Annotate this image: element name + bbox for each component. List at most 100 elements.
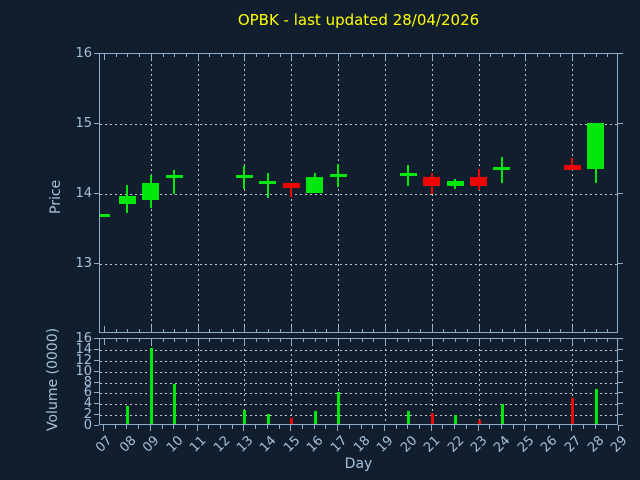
gridline-volume [100,393,617,395]
x-tick [431,339,433,345]
x-tick [127,339,129,342]
x-tick [490,339,492,342]
x-tick [477,425,479,431]
candle-body-day-21 [423,177,441,187]
x-tick [384,339,386,345]
x-tick [361,329,363,332]
day-tick-label: 14 [257,433,280,456]
x-tick [174,54,176,57]
x-tick [278,425,280,429]
x-tick [114,425,116,429]
day-tick-label: 19 [374,433,397,456]
gridline-volume [100,404,617,406]
x-tick [290,425,292,431]
candle-wick-day-15 [290,182,293,198]
day-tick-label: 27 [561,433,585,456]
x-tick [291,326,293,332]
x-tick [560,339,562,342]
x-tick [302,329,304,332]
x-tick [443,329,445,332]
x-tick [139,329,141,332]
x-tick [430,425,432,431]
gridline-vertical [384,339,386,424]
x-tick [395,425,397,429]
x-tick [115,329,117,332]
volume-bar-day-14 [266,414,270,424]
x-tick [221,329,223,332]
volume-tick [618,392,623,394]
x-tick [408,329,410,332]
candle-body-day-16 [306,177,324,193]
x-tick [455,329,457,332]
x-tick [255,425,257,429]
x-tick [373,54,375,57]
x-tick [197,339,199,345]
x-tick [209,339,211,342]
x-tick [267,54,269,57]
x-tick [126,425,128,429]
x-tick [256,54,258,57]
x-tick [338,54,340,60]
volume-tick [618,414,623,416]
volume-tick-label: 8 [83,374,92,390]
gridline-volume [100,349,617,351]
candle-body-day-13 [235,174,253,178]
x-tick [162,54,164,57]
x-tick [173,425,175,429]
x-tick [525,339,527,345]
volume-tick-label: 16 [75,331,92,346]
gridline-vertical [244,339,246,424]
x-tick [560,329,562,332]
x-tick [349,329,351,332]
x-tick [244,339,246,345]
x-tick [500,425,502,429]
x-tick [209,54,211,57]
day-tick-label: 07 [93,433,116,456]
candle-body-day-09 [142,182,160,201]
x-tick [465,425,467,429]
x-tick [361,339,363,342]
gridline-vertical [291,339,293,424]
x-tick [408,54,410,57]
day-tick-label: 13 [234,433,257,456]
candle-body-day-20 [399,173,417,177]
x-tick [267,339,269,342]
gridline-vertical [197,339,199,424]
x-tick [267,329,269,332]
x-tick [524,425,526,431]
x-tick [314,329,316,332]
volume-tick [94,414,99,416]
volume-bar-day-23 [477,420,481,424]
volume-tick [94,338,99,339]
day-tick-label: 24 [491,433,514,456]
x-tick [466,339,468,342]
day-tick-label: 17 [327,433,350,456]
gridline-vertical [572,54,574,332]
x-tick [513,329,515,332]
x-tick [594,425,596,429]
volume-tick [618,425,623,426]
x-tick [396,329,398,332]
x-tick [208,425,210,429]
candle-wick-day-27 [571,157,574,171]
x-tick [466,54,468,57]
x-tick [149,425,151,431]
volume-bar-day-08 [126,406,130,424]
x-tick [466,329,468,332]
gridline-vertical [338,54,340,332]
x-tick [302,54,304,57]
x-tick [348,425,350,429]
x-tick [547,425,549,429]
x-tick [384,54,386,60]
x-tick [139,339,141,342]
x-tick [221,339,223,342]
x-tick [232,54,234,57]
x-tick [455,339,457,342]
price-tick [94,53,99,54]
gridline-vertical [478,54,480,332]
x-tick [525,326,527,332]
day-tick-label: 15 [280,433,304,456]
x-tick [104,339,105,345]
volume-tick-label: 4 [83,396,92,412]
volume-bar-day-10 [173,384,177,424]
